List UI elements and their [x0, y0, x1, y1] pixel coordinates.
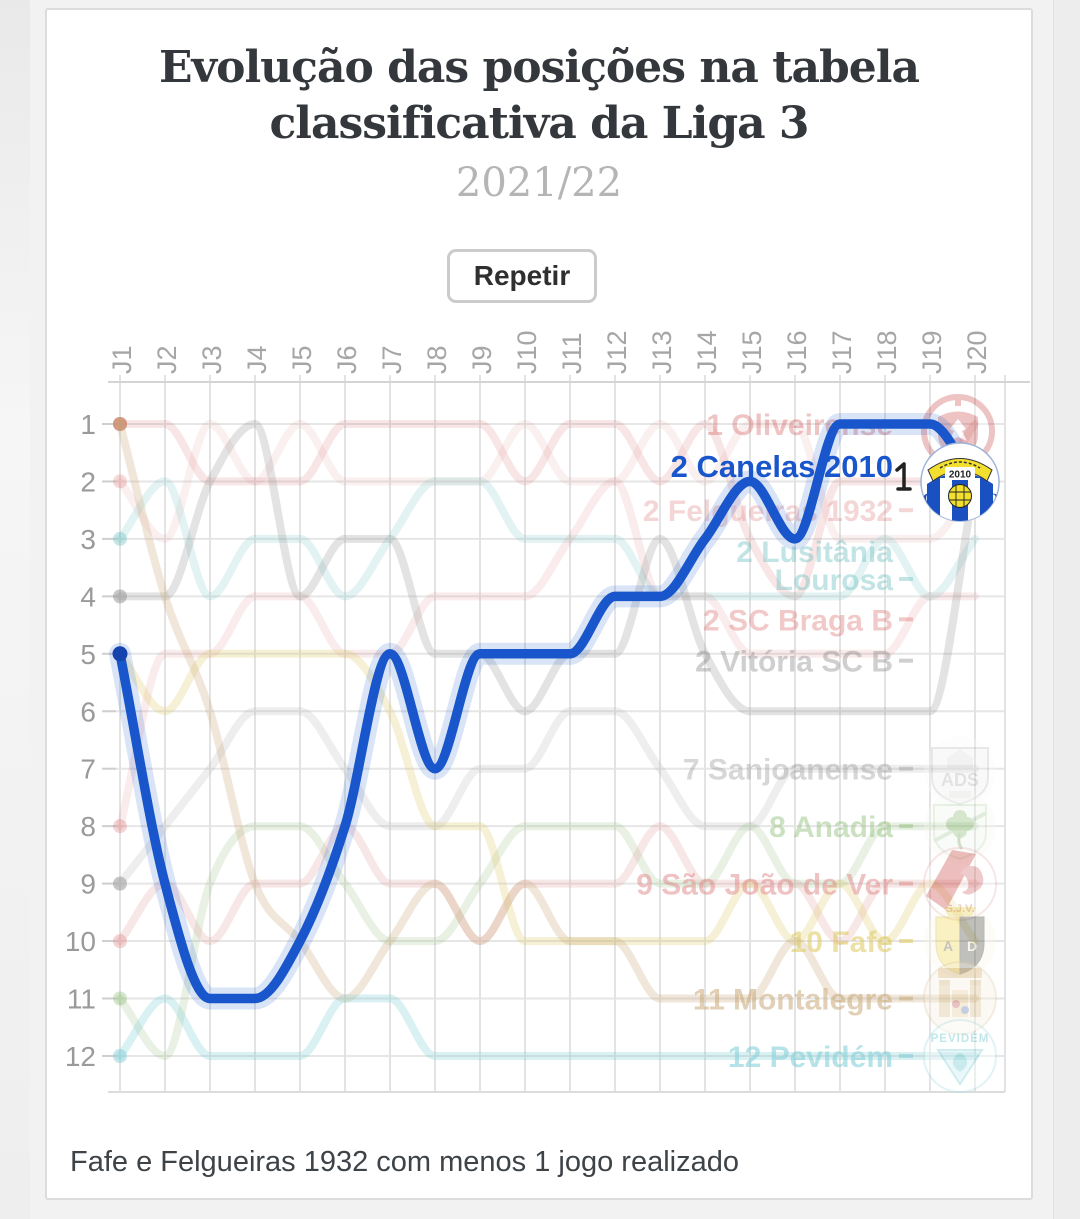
replay-button[interactable]: Repetir — [447, 249, 597, 303]
page-right-gutter — [1053, 0, 1080, 1219]
page-left-gutter — [0, 0, 30, 1219]
page-title-line1: Evolução das posições na tabela — [159, 42, 920, 93]
page-title-line2: classificativa da Liga 3 — [269, 98, 809, 149]
season-subtitle: 2021/22 — [455, 160, 623, 206]
page-title: Evolução das posições na tabela classifi… — [45, 40, 1033, 152]
footer-note: Fafe e Felgueiras 1932 com menos 1 jogo … — [70, 1146, 739, 1178]
